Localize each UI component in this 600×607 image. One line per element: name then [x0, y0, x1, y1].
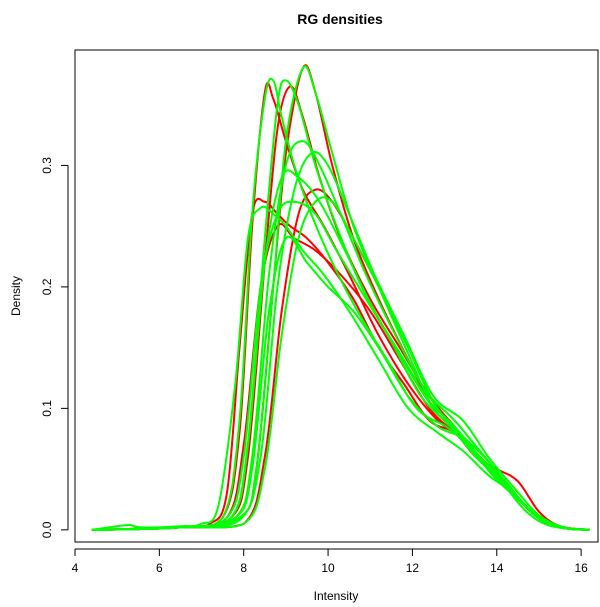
x-tick-label: 10	[321, 561, 335, 575]
density-curves	[91, 64, 590, 531]
x-tick-label: 8	[240, 561, 247, 575]
density-curve-green-8	[91, 77, 590, 531]
density-curve-red-6	[91, 223, 590, 531]
density-curve-green-7	[91, 205, 590, 531]
x-tick-label: 4	[72, 561, 79, 575]
density-curve-green-9	[91, 79, 590, 531]
density-curve-green-15	[91, 235, 590, 531]
density-curve-red-1	[91, 197, 590, 531]
y-tick-label: 0.3	[40, 157, 54, 174]
density-curve-green-13	[91, 200, 590, 531]
density-curve-green-12	[91, 169, 590, 531]
y-tick-label: 0.2	[40, 278, 54, 295]
x-tick-label: 12	[406, 561, 420, 575]
chart-title: RG densities	[297, 11, 383, 27]
density-curve-red-2	[91, 81, 590, 531]
x-tick-label: 16	[574, 561, 588, 575]
density-curve-green-14	[91, 196, 590, 531]
x-tick-label: 6	[156, 561, 163, 575]
y-axis-label: Density	[9, 276, 23, 316]
y-tick-label: 0.0	[40, 521, 54, 538]
y-axis: 0.0 0.1 0.2 0.3	[40, 157, 69, 538]
x-axis-label: Intensity	[314, 589, 359, 603]
x-tick-label: 14	[490, 561, 504, 575]
density-curve-red-3	[91, 85, 590, 531]
y-tick-label: 0.1	[40, 400, 54, 417]
x-axis: 4 6 8 10 12 14 16	[72, 548, 588, 575]
density-curve-green-16	[91, 151, 590, 531]
plot-frame	[74, 49, 599, 543]
